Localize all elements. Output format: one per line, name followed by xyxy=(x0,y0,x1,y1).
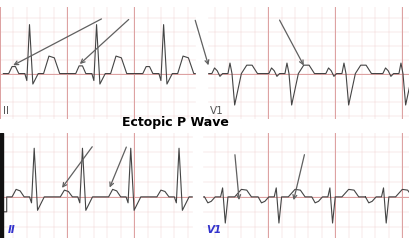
Text: V1: V1 xyxy=(210,106,224,116)
Text: Ectopic P Wave: Ectopic P Wave xyxy=(122,116,229,129)
Bar xyxy=(0,133,3,238)
Bar xyxy=(193,133,202,238)
Text: II: II xyxy=(3,106,9,116)
Text: II: II xyxy=(8,225,16,235)
Text: V1: V1 xyxy=(207,225,222,235)
Bar xyxy=(196,7,207,119)
